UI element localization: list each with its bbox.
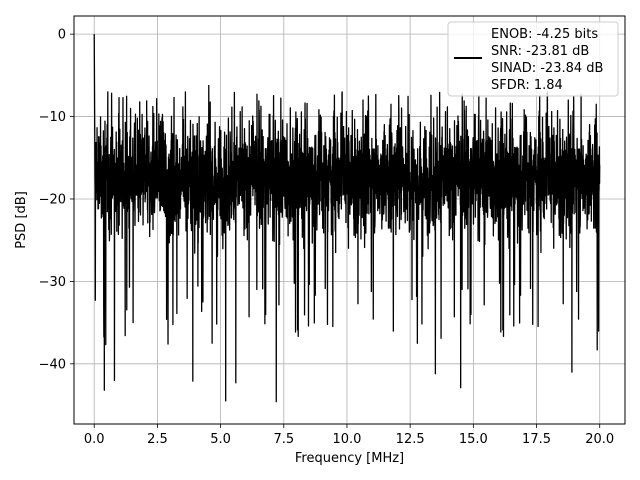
x-tick-label: 15.0 [459,432,488,447]
x-tick-label: 2.5 [147,432,168,447]
legend-enob: ENOB: -4.25 bits [491,27,598,42]
y-axis-label: PSD [dB] [14,191,29,249]
legend: ENOB: -4.25 bits SNR: -23.81 dB SINAD: -… [447,21,619,97]
y-tick-label: −20 [39,192,66,207]
y-tick-label: −30 [39,275,66,290]
x-tick-label: 17.5 [522,432,551,447]
x-tick-label: 10.0 [332,432,361,447]
legend-sfdr: SFDR: 1.84 [491,78,563,93]
y-tick-label: −10 [39,110,66,125]
legend-sinad: SINAD: -23.84 dB [491,61,603,76]
plot-frame [73,15,626,425]
x-tick-label: 0.0 [84,432,105,447]
legend-box [447,21,619,97]
psd-trace [93,34,601,403]
y-axis: 0 −10 −20 −30 −40 [39,28,74,372]
legend-snr: SNR: -23.81 dB [491,44,589,59]
y-tick-label: −40 [39,357,66,372]
x-tick-label: 20.0 [585,432,614,447]
y-tick-label: 0 [58,28,66,43]
x-axis-label: Frequency [MHz] [295,451,404,466]
x-tick-label: 5.0 [210,432,231,447]
x-axis: 0.0 2.5 5.0 7.5 10.0 12.5 15.0 17.5 20.0 [84,424,614,447]
x-tick-label: 12.5 [396,432,425,447]
psd-series-line [93,34,601,403]
x-tick-label: 7.5 [273,432,294,447]
